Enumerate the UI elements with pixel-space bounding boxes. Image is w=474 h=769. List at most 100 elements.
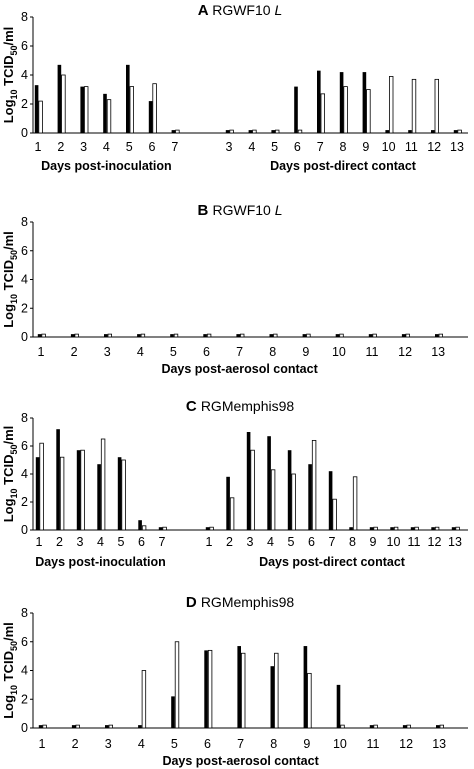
panel-a-xtick-label: 9: [362, 140, 369, 154]
panel-c-title: C RGMemphis98: [186, 398, 295, 415]
panel-c-bar-white-g1-3: [250, 449, 255, 531]
panel-d-bar-black-g0-2: [71, 725, 76, 728]
panel-c-xtick-label: 13: [448, 535, 462, 549]
panel-b-xtick-label: 1: [38, 345, 45, 359]
panel-c-xtick-label: 4: [267, 535, 274, 549]
panel-d-bar-white-g0-1: [42, 724, 47, 729]
panel-a-xlabel: Days post-inoculation: [41, 159, 172, 173]
panel-d-letter: D: [186, 594, 201, 611]
panel-b-ytick-label: 2: [21, 301, 28, 315]
panel-a-name-suffix: L: [274, 2, 282, 18]
panel-a-bar-white-g0-1: [38, 100, 43, 134]
panel-c-xtick-label: 8: [349, 535, 356, 549]
panel-a-xtick-label: 6: [294, 140, 301, 154]
panel-a-bar-white-g1-7: [320, 93, 325, 134]
panel-d-bar-black-g0-8: [270, 666, 275, 728]
panel-c-bar-black-g1-12: [431, 527, 435, 530]
panel-d-ytick-label: 8: [21, 606, 28, 620]
panel-c-bar-black-g0-4: [97, 464, 101, 530]
panel-a-bar-white-g0-5: [129, 86, 134, 134]
panel-c-bar-white-g1-2: [229, 497, 235, 531]
panel-c-xtick-label: 1: [206, 535, 213, 549]
panel-a-bar-black-g0-6: [148, 101, 153, 133]
panel-a-xtick-label: 5: [126, 140, 133, 154]
panel-d-bar-white-g0-8: [274, 652, 279, 729]
panel-c-bar-white-g1-1: [209, 526, 214, 531]
panel-c-bar-white-g1-11: [414, 526, 419, 531]
panel-b-bar-black-g0-10: [335, 334, 340, 337]
panel-d-bar-black-g0-1: [38, 725, 43, 728]
panel-a-bar-black-g1-12: [431, 130, 435, 133]
panel-c-bar-black-g0-3: [76, 450, 81, 530]
panel-c-bar-black-g1-3: [246, 432, 251, 530]
panel-b-bar-white-g0-12: [405, 333, 410, 338]
panel-d-xtick-label: 13: [432, 737, 446, 751]
panel-c-bar-white-g0-4: [100, 438, 106, 531]
panel-a-bar-white-g1-8: [343, 86, 348, 134]
panel-a-xtick-label: 4: [103, 140, 110, 154]
panel-c-bar-black-g1-9: [369, 527, 374, 530]
panel-d-bar-white-g0-10: [340, 724, 345, 729]
panel-d-xtick-label: 8: [270, 737, 277, 751]
panel-b-bar-white-g0-4: [140, 333, 146, 338]
panel-b-bar-black-g0-7: [236, 334, 240, 337]
panel-c-bar-black-g1-5: [287, 450, 292, 530]
panel-a-xtick-label: 3: [80, 140, 87, 154]
panel-d-xtick-label: 3: [105, 737, 112, 751]
panel-a-bar-white-g0-3: [84, 86, 89, 134]
panel-d-bar-white-g0-11: [373, 724, 378, 729]
panel-b-xtick-label: 5: [170, 345, 177, 359]
panel-c-xtick-label: 4: [97, 535, 104, 549]
panel-d-title: D RGMemphis98: [186, 594, 295, 611]
panel-c-ytick-label: 8: [21, 411, 28, 425]
panel-c-ytick-label: 6: [21, 439, 28, 453]
panel-b-xtick-label: 4: [137, 345, 144, 359]
panel-d-xtick-label: 12: [399, 737, 413, 751]
panel-d-xtick-label: 1: [39, 737, 46, 751]
panel-a-xtick-label: 7: [171, 140, 178, 154]
panel-a-bar-white-g0-2: [61, 74, 66, 134]
panel-c-bar-white-g0-5: [121, 459, 126, 531]
panel-a-xtick-label: 10: [382, 140, 396, 154]
panel-c-bar-white-g1-7: [332, 498, 337, 531]
panel-d-xtick-label: 7: [237, 737, 244, 751]
panel-c-bar-white-g0-3: [80, 449, 85, 531]
panel-c-ytick-label: 4: [21, 467, 28, 481]
panel-a-bar-white-g1-11: [411, 78, 417, 134]
panel-b-bar-white-g0-5: [173, 333, 179, 338]
panel-a-bar-white-g1-10: [388, 76, 394, 134]
panel-a-xlabel: Days post-direct contact: [270, 159, 417, 173]
panel-c-letter: C: [186, 398, 201, 415]
panel-a-bar-black-g1-5: [271, 130, 275, 133]
panel-d-bar-black-g0-11: [369, 725, 374, 728]
panel-a-bar-white-g1-6: [297, 129, 303, 134]
panel-d-xtick-label: 5: [171, 737, 178, 751]
panel-c-bar-black-g1-4: [267, 436, 271, 530]
panel-b-name: RGWF10: [212, 202, 274, 218]
panel-a-xtick-label: 11: [405, 140, 418, 154]
panel-b-bar-black-g0-4: [137, 334, 141, 337]
panel-b-bar-white-g0-10: [339, 333, 344, 338]
panel-d-bar-white-g0-12: [406, 724, 411, 729]
panel-a-bar-black-g1-4: [248, 130, 253, 133]
panel-c-bar-black-g1-2: [226, 476, 230, 530]
panel-b-bar-white-g0-13: [438, 333, 443, 338]
panel-c-bar-white-g0-1: [39, 442, 44, 531]
panel-c-xlabel: Days post-direct contact: [259, 555, 406, 569]
panel-c-xtick-label: 9: [370, 535, 377, 549]
panel-b-xtick-label: 7: [236, 345, 243, 359]
panel-c-bar-white-g0-6: [141, 525, 147, 531]
panel-a-bar-black-g0-5: [126, 64, 130, 133]
panel-a-xtick-label: 2: [57, 140, 64, 154]
panel-d-bar-white-g0-5: [174, 641, 180, 729]
panel-b-bar-white-g0-1: [41, 333, 46, 338]
panel-a-xtick-label: 3: [226, 140, 233, 154]
panel-c-bar-black-g1-7: [328, 471, 333, 530]
panel-b-xtick-label: 12: [398, 345, 412, 359]
panel-a-bar-white-g0-6: [152, 83, 157, 134]
panel-b-name-suffix: L: [275, 202, 283, 218]
panel-d-xtick-label: 10: [333, 737, 347, 751]
panel-d-xtick-label: 11: [367, 737, 380, 751]
